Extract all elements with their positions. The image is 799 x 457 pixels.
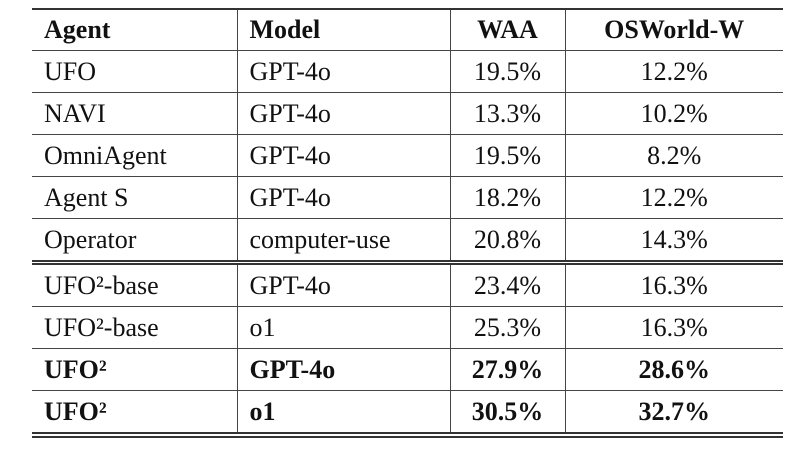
- table-cell: computer-use: [236, 218, 450, 265]
- table-row: UFO GPT-4o 19.5% 12.2%: [32, 50, 783, 93]
- table-cell: 12.2%: [564, 50, 783, 93]
- table-cell: 23.4%: [449, 262, 565, 307]
- table-cell: 14.3%: [564, 218, 783, 265]
- table-cell: 28.6%: [564, 348, 783, 391]
- table-row: UFO²-base o1 25.3% 16.3%: [32, 306, 783, 349]
- table-cell: NAVI: [32, 92, 237, 135]
- table-cell: GPT-4o: [236, 262, 450, 307]
- header-cell: Model: [236, 8, 450, 51]
- table-cell: 32.7%: [564, 390, 783, 438]
- table-row: UFO² GPT-4o 27.9% 28.6%: [32, 348, 783, 391]
- header-cell: WAA: [449, 8, 565, 51]
- table-cell: 13.3%: [449, 92, 565, 135]
- table-row: OmniAgent GPT-4o 19.5% 8.2%: [32, 134, 783, 177]
- header-cell: Agent: [32, 8, 237, 51]
- table-cell: o1: [236, 390, 450, 438]
- table-cell: 20.8%: [449, 218, 565, 265]
- table-cell: Operator: [32, 218, 237, 265]
- table-cell: UFO: [32, 50, 237, 93]
- table-cell: GPT-4o: [236, 92, 450, 135]
- table-cell: 19.5%: [449, 50, 565, 93]
- table-cell: 18.2%: [449, 176, 565, 219]
- table-cell: OmniAgent: [32, 134, 237, 177]
- header-cell: OSWorld-W: [564, 8, 783, 51]
- results-table: Agent Model WAA OSWorld-W UFO GPT-4o 19.5%…: [32, 8, 783, 438]
- table-row: UFO² o1 30.5% 32.7%: [32, 390, 783, 438]
- table-cell: UFO²: [32, 348, 237, 391]
- table-cell: GPT-4o: [236, 134, 450, 177]
- table-cell: 25.3%: [449, 306, 565, 349]
- header-row: Agent Model WAA OSWorld-W: [32, 8, 783, 51]
- table-cell: GPT-4o: [236, 176, 450, 219]
- table-cell: GPT-4o: [236, 348, 450, 391]
- table-cell: 16.3%: [564, 262, 783, 307]
- table-cell: 12.2%: [564, 176, 783, 219]
- table-cell: o1: [236, 306, 450, 349]
- table-cell: 8.2%: [564, 134, 783, 177]
- table-cell: Agent S: [32, 176, 237, 219]
- table-row: Operator computer-use 20.8% 14.3%: [32, 218, 783, 265]
- table-cell: UFO²-base: [32, 262, 237, 307]
- table-cell: GPT-4o: [236, 50, 450, 93]
- table-cell: 27.9%: [449, 348, 565, 391]
- table-cell: 19.5%: [449, 134, 565, 177]
- table-cell: UFO²: [32, 390, 237, 438]
- table-cell: UFO²-base: [32, 306, 237, 349]
- table-cell: 10.2%: [564, 92, 783, 135]
- table-row: Agent S GPT-4o 18.2% 12.2%: [32, 176, 783, 219]
- table-cell: 16.3%: [564, 306, 783, 349]
- table-row: NAVI GPT-4o 13.3% 10.2%: [32, 92, 783, 135]
- table-row: UFO²-base GPT-4o 23.4% 16.3%: [32, 262, 783, 307]
- table-cell: 30.5%: [449, 390, 565, 438]
